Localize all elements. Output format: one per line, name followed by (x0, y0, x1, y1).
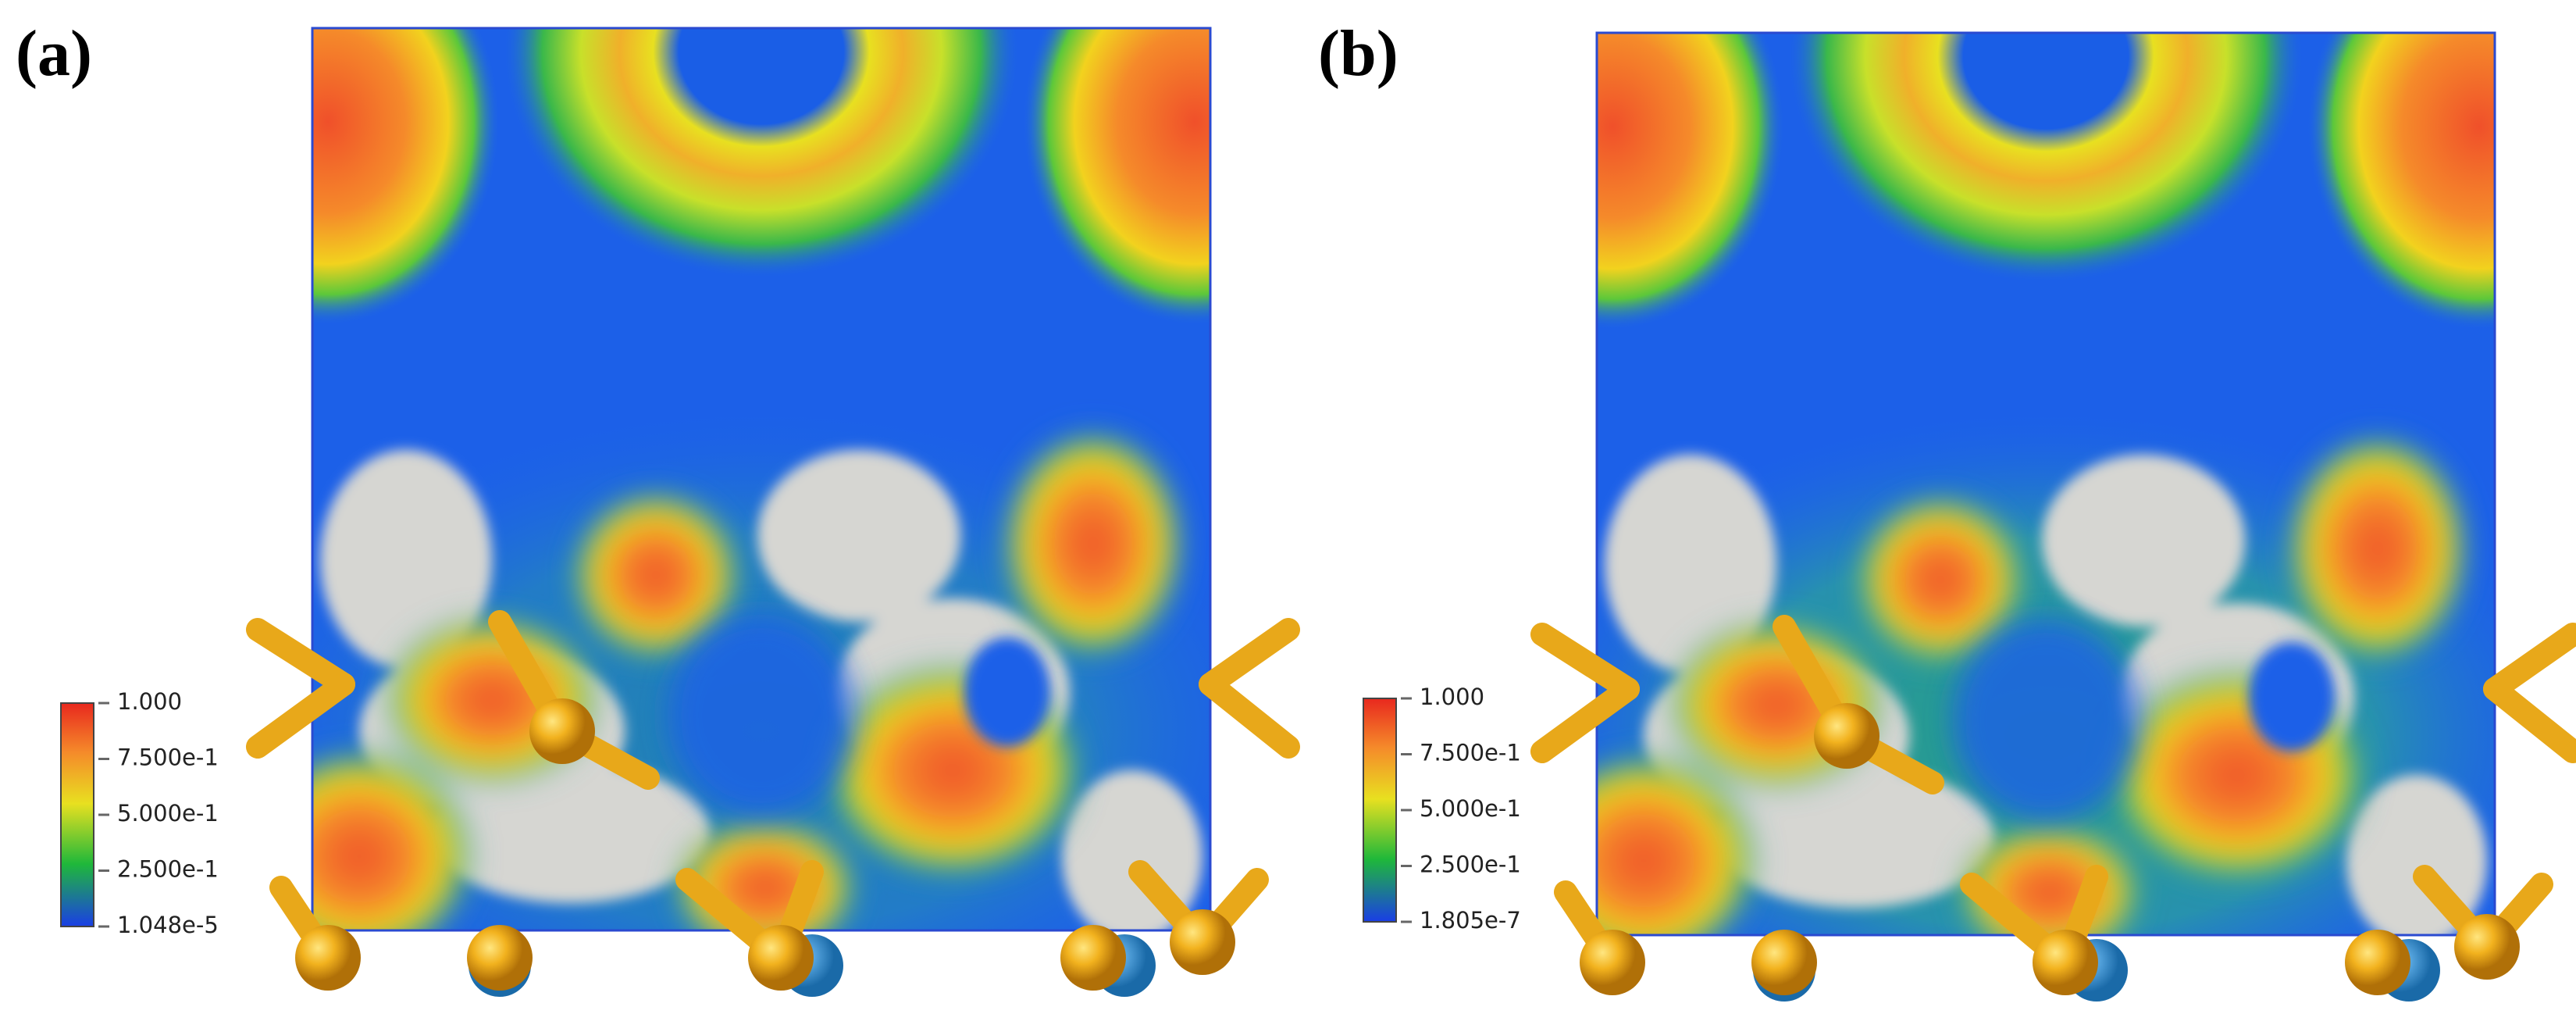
atom (1580, 930, 1645, 995)
bond (2483, 623, 2576, 701)
atom (2345, 930, 2410, 995)
ring (504, 28, 1019, 278)
colorbar-label: 1.000 (117, 688, 182, 715)
map-field (1597, 33, 2495, 935)
atom (2033, 930, 2098, 995)
atoms (1530, 615, 2576, 1002)
colorbar-label: 5.000e-1 (1420, 795, 1521, 822)
hot-lobe (1855, 494, 2026, 666)
hole (668, 614, 855, 817)
colorbar-label: 1.048e-5 (117, 912, 219, 938)
atom (1814, 703, 1879, 769)
hole (1952, 619, 2140, 822)
hot-lobe (2284, 431, 2471, 666)
gray-lobe (757, 450, 960, 622)
colorbar-label: 1.805e-7 (1420, 907, 1521, 934)
gray-lobe (1714, 767, 1995, 908)
bond (1199, 618, 1300, 696)
contour-map (1530, 31, 2576, 1002)
atom (1170, 909, 1235, 975)
hole (2249, 642, 2335, 752)
colorbar-label: 7.500e-1 (117, 744, 219, 771)
map-field (312, 28, 1210, 930)
atom (1060, 925, 1126, 991)
bond (1199, 673, 1300, 759)
corner-blob (1023, 28, 1210, 325)
colorbar-label: 1.000 (1420, 684, 1484, 710)
atoms (246, 610, 1300, 997)
atom (748, 925, 814, 991)
gray-lobe (1605, 455, 1776, 673)
hole (964, 637, 1050, 747)
colorbar-label: 5.000e-1 (117, 800, 219, 827)
bond (246, 618, 355, 696)
colorbar-label: 2.500e-1 (1420, 852, 1521, 878)
corner-blob (1597, 33, 1784, 330)
bond (246, 673, 355, 759)
hot-lobe (570, 489, 742, 661)
gray-lobe (2042, 455, 2245, 627)
atom (295, 925, 361, 991)
gray-lobe (429, 762, 711, 903)
colorbar (60, 702, 94, 927)
corner-blob (312, 28, 500, 325)
corner-blob (2307, 33, 2495, 330)
hot-lobe (1597, 752, 1761, 935)
colorbar (1363, 698, 1397, 923)
atom (1751, 930, 1817, 995)
atom (529, 698, 595, 764)
hot-lobe (999, 427, 1187, 661)
ring (1788, 33, 2303, 283)
bond (2483, 677, 2576, 763)
bond (1530, 677, 1640, 763)
panel-label: (a) (16, 17, 92, 90)
panel-label: (b) (1318, 17, 1398, 90)
gray-lobe (320, 450, 492, 669)
bond (1530, 623, 1640, 701)
atom (467, 925, 533, 991)
atom (2454, 914, 2520, 980)
contour-map (246, 27, 1300, 997)
hot-lobe (312, 747, 476, 930)
colorbar-label: 2.500e-1 (117, 856, 219, 883)
colorbar-label: 7.500e-1 (1420, 740, 1521, 766)
